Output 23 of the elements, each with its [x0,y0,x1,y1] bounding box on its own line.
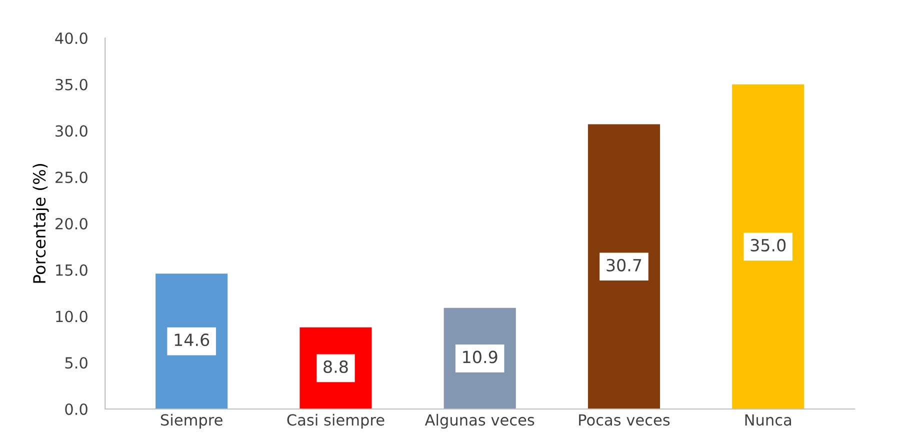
x-tick-label: Nunca [745,414,792,426]
data-label: 35.0 [750,238,786,252]
y-tick-label: 0.0 [65,403,88,416]
y-axis-title: Porcentaje (%) [32,164,49,283]
bar [732,84,804,410]
y-tick-label: 10.0 [56,310,88,322]
x-tick-label: Siempre [160,414,222,429]
bar [588,124,660,410]
x-tick-label: Casi siempre [287,414,384,429]
y-tick-label: 20.0 [56,218,88,230]
y-tick-label: 5.0 [65,357,88,369]
x-tick-label: Pocas veces [579,414,670,426]
y-tick-label: 15.0 [56,264,88,276]
data-label: 8.8 [324,360,348,374]
y-tick-label: 25.0 [56,172,88,184]
bar [156,274,228,410]
y-tick-label: 40.0 [55,32,88,44]
data-label: 14.6 [174,334,210,346]
y-tick-label: 30.0 [56,125,88,137]
x-tick-label: Algunas veces [424,414,534,429]
y-tick-label: 35.0 [56,78,88,90]
data-label: 30.7 [606,258,642,272]
data-label: 10.9 [463,350,498,364]
